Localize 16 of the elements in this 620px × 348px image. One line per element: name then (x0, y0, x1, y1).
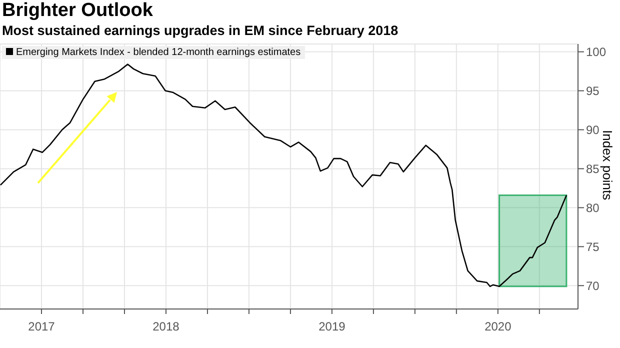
y-tick-label: 80 (586, 200, 600, 215)
x-tick-label: 2020 (484, 320, 512, 334)
chart-title: Brighter Outlook (2, 0, 153, 22)
x-tick-label: 2019 (318, 320, 346, 334)
y-tick-label: 85 (586, 162, 600, 176)
chart-subtitle: Most sustained earnings upgrades in EM since February 2018 (2, 23, 398, 38)
y-tick-label: 100 (586, 45, 606, 60)
x-tick-label: 2018 (152, 320, 180, 334)
y-tick-label: 95 (586, 84, 600, 98)
y-tick-label: 90 (586, 122, 600, 137)
y-tick-label: 75 (586, 240, 600, 254)
line-series (0, 64, 568, 288)
x-tick-label: 2017 (28, 320, 56, 334)
y-axis-title: Index points (600, 130, 615, 200)
legend-label: Emerging Markets Index - blended 12-month earnings estimates (15, 47, 301, 58)
y-tick-label: 70 (586, 278, 600, 293)
